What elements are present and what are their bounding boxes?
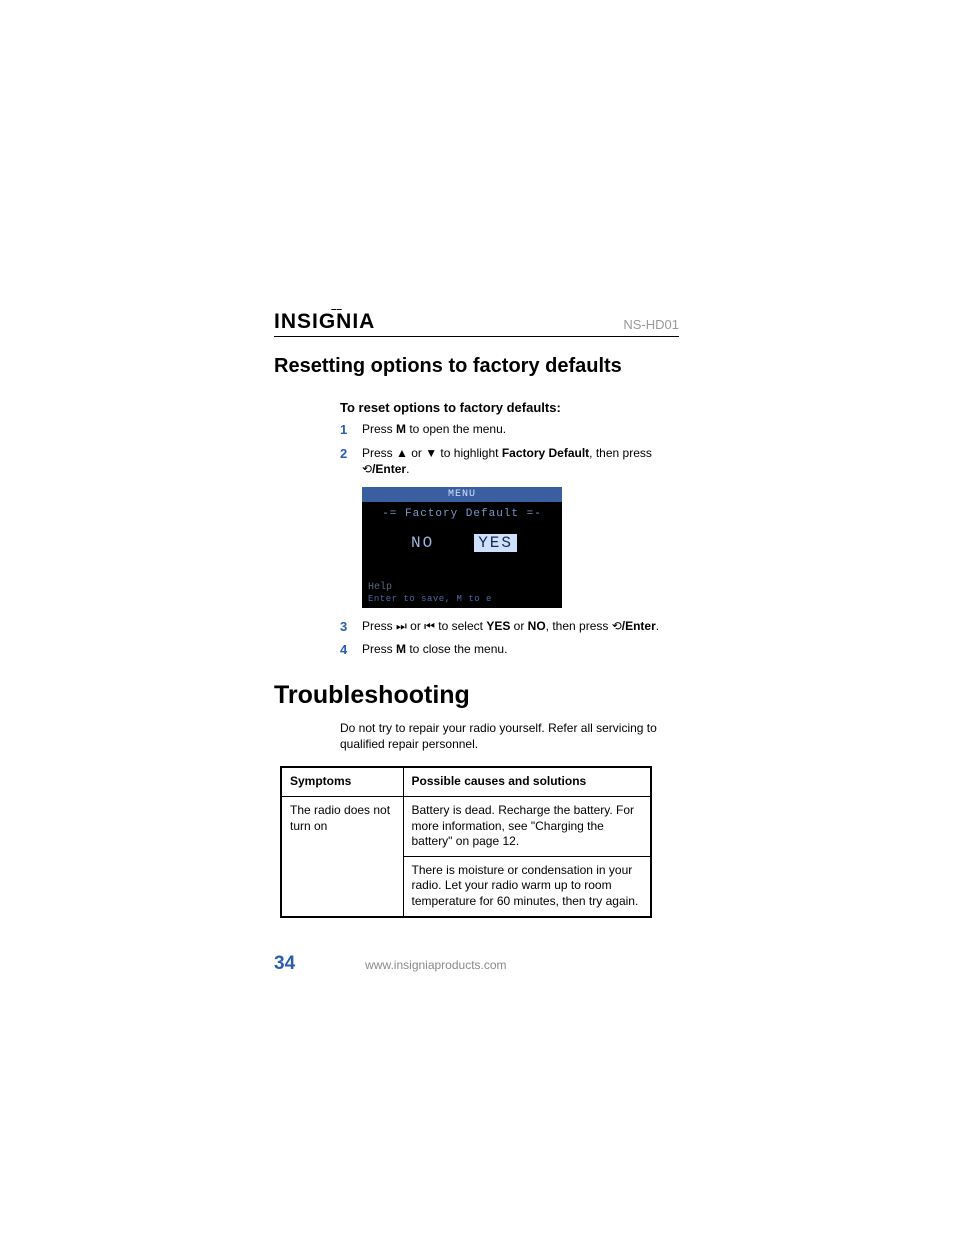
- troubleshooting-table: Symptoms Possible causes and solutions T…: [280, 766, 652, 917]
- table-row: The radio does not turn on Battery is de…: [281, 796, 651, 856]
- option-no: NO: [407, 534, 438, 552]
- screen-options: NO YES: [362, 534, 562, 580]
- troubleshooting-intro: Do not try to repair your radio yourself…: [340, 720, 679, 752]
- table-header-row: Symptoms Possible causes and solutions: [281, 767, 651, 796]
- step-text: Press ▲ or ▼ to highlight Factory Defaul…: [362, 445, 679, 477]
- symptom-cell: The radio does not turn on: [281, 796, 403, 916]
- brand-logo: INSIGNIA ––: [274, 310, 375, 334]
- step-list-cont: 3 Press ⏭ or ⏮ to select YES or NO, then…: [340, 618, 679, 659]
- cause-cell: There is moisture or condensation in you…: [403, 856, 651, 916]
- brand-accent: ––: [331, 304, 342, 315]
- step-number: 1: [340, 421, 362, 439]
- step-number: 3: [340, 618, 362, 636]
- model-number: NS-HD01: [623, 317, 679, 334]
- step-text: Press ⏭ or ⏮ to select YES or NO, then p…: [362, 618, 679, 634]
- page-number: 34: [274, 953, 295, 975]
- step-4: 4 Press M to close the menu.: [340, 641, 679, 659]
- troubleshooting-heading: Troubleshooting: [274, 681, 679, 710]
- device-screen: MENU -= Factory Default =- NO YES Help E…: [362, 487, 562, 608]
- col-symptoms: Symptoms: [281, 767, 403, 796]
- cause-cell: Battery is dead. Recharge the battery. F…: [403, 796, 651, 856]
- step-3: 3 Press ⏭ or ⏮ to select YES or NO, then…: [340, 618, 679, 636]
- col-causes: Possible causes and solutions: [403, 767, 651, 796]
- footer-url: www.insigniaproducts.com: [365, 958, 506, 972]
- option-yes: YES: [474, 534, 517, 552]
- screen-subtitle: -= Factory Default =-: [362, 502, 562, 534]
- screen-title: MENU: [362, 487, 562, 502]
- step-text: Press M to close the menu.: [362, 641, 679, 657]
- step-number: 2: [340, 445, 362, 463]
- step-1: 1 Press M to open the menu.: [340, 421, 679, 439]
- brand-text: INSIGNIA: [274, 310, 375, 333]
- footer: 34 www.insigniaproducts.com: [274, 953, 679, 975]
- step-2: 2 Press ▲ or ▼ to highlight Factory Defa…: [340, 445, 679, 477]
- screen-help: Help: [362, 580, 562, 594]
- step-list: 1 Press M to open the menu. 2 Press ▲ or…: [340, 421, 679, 477]
- step-number: 4: [340, 641, 362, 659]
- section-heading: Resetting options to factory defaults: [274, 355, 679, 378]
- step-text: Press M to open the menu.: [362, 421, 679, 437]
- section-subheading: To reset options to factory defaults:: [340, 400, 679, 415]
- screen-hint: Enter to save, M to e: [362, 594, 562, 608]
- header: INSIGNIA –– NS-HD01: [274, 310, 679, 337]
